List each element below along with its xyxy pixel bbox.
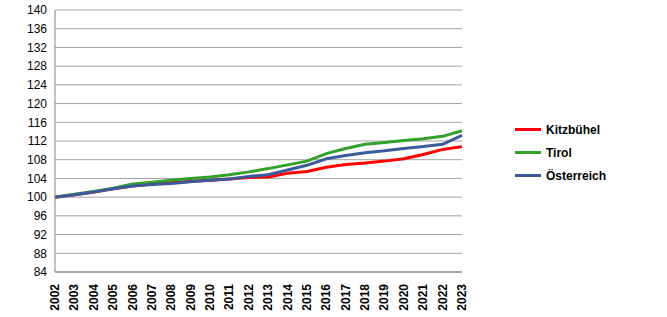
svg-text:2002: 2002: [48, 284, 62, 311]
svg-text:2008: 2008: [164, 284, 178, 311]
svg-text:2009: 2009: [184, 284, 198, 311]
svg-text:2016: 2016: [319, 284, 333, 311]
svg-text:128: 128: [27, 59, 47, 73]
svg-text:116: 116: [28, 116, 47, 130]
svg-text:96: 96: [34, 209, 48, 223]
svg-text:2006: 2006: [126, 284, 140, 311]
svg-text:100: 100: [27, 190, 47, 204]
svg-text:120: 120: [27, 97, 47, 111]
html-text:Österreich: Österreich: [546, 168, 606, 183]
svg-text:108: 108: [27, 153, 47, 167]
svg-text:2021: 2021: [416, 284, 430, 311]
svg-text:2013: 2013: [261, 284, 275, 311]
svg-text:2007: 2007: [145, 284, 159, 311]
svg-text:2017: 2017: [339, 284, 353, 311]
svg-text:2023: 2023: [455, 284, 469, 311]
svg-text:2010: 2010: [203, 284, 217, 311]
svg-text:104: 104: [27, 172, 47, 186]
svg-text:2004: 2004: [87, 284, 101, 311]
svg-text:2005: 2005: [106, 284, 120, 311]
svg-text:2019: 2019: [377, 284, 391, 311]
svg-text:84: 84: [34, 265, 48, 279]
svg-text:2015: 2015: [300, 284, 314, 311]
svg-text:112: 112: [28, 134, 47, 148]
svg-text:88: 88: [34, 247, 48, 261]
html-text:Kitzbühel: Kitzbühel: [546, 122, 600, 137]
html-text:Tirol: Tirol: [546, 145, 572, 160]
svg-text:136: 136: [27, 22, 47, 36]
svg-text:92: 92: [34, 228, 48, 242]
svg-text:2022: 2022: [436, 284, 450, 311]
svg-text:2011: 2011: [222, 284, 236, 310]
svg-text:132: 132: [27, 41, 47, 55]
svg-text:2012: 2012: [242, 284, 256, 311]
svg-text:2014: 2014: [281, 284, 295, 311]
svg-text:124: 124: [27, 78, 47, 92]
svg-text:140: 140: [27, 3, 47, 17]
svg-text:2018: 2018: [358, 284, 372, 311]
svg-text:2020: 2020: [397, 284, 411, 311]
svg-text:2003: 2003: [67, 284, 81, 311]
